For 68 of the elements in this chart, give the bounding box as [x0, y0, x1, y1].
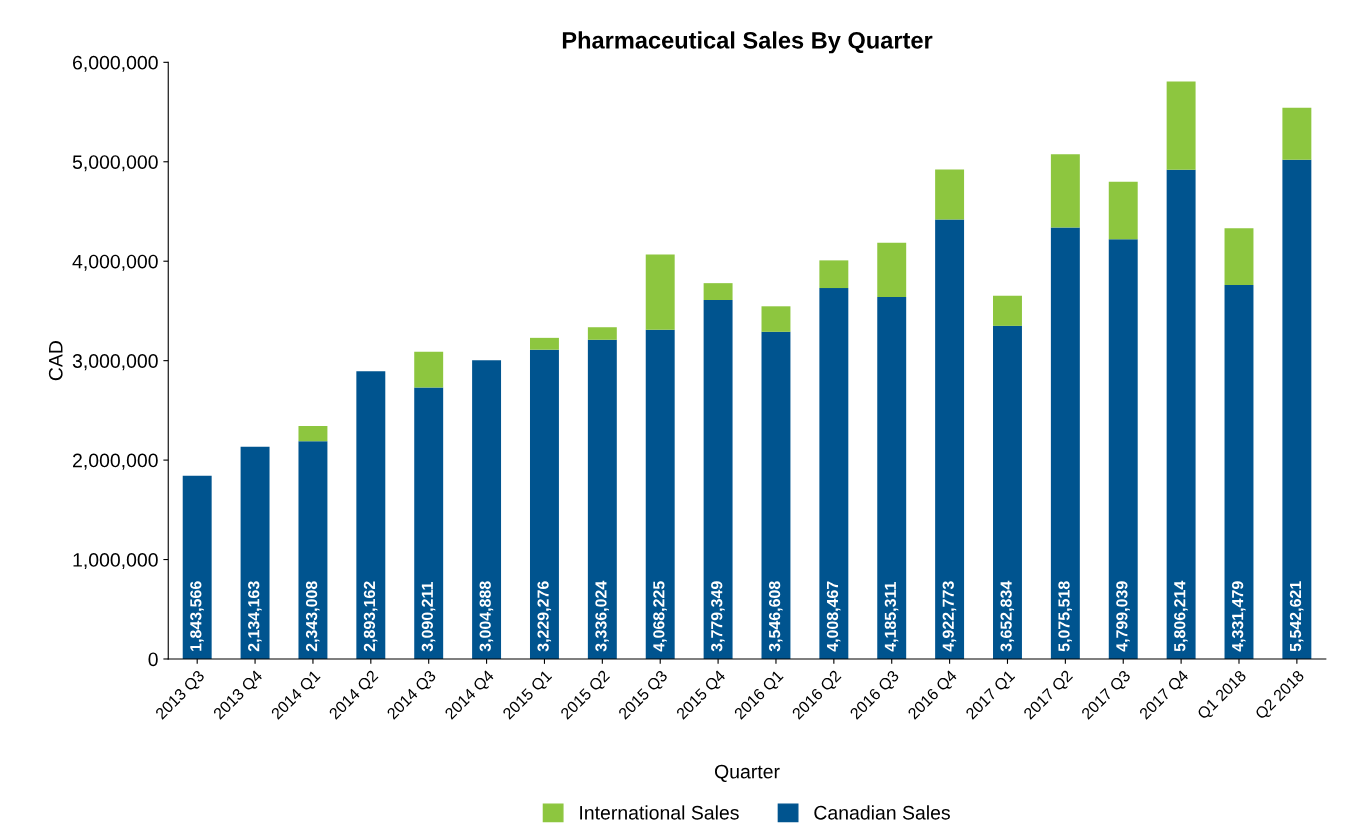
- bar: [645, 254, 675, 330]
- y-tick-label: 5,000,000: [72, 155, 158, 172]
- total-label: 4,331,479: [1231, 581, 1246, 652]
- bar: [414, 351, 444, 388]
- bar: [587, 327, 617, 340]
- bar: [240, 446, 270, 659]
- bar: [1224, 285, 1254, 659]
- total-label: 1,843,566: [190, 581, 204, 651]
- y-tick-label: 4,000,000: [72, 254, 158, 271]
- legend-label: Canadian Sales: [814, 805, 950, 820]
- total-label: 5,542,621: [1289, 581, 1304, 652]
- y-tick-label: 2,000,000: [73, 453, 158, 470]
- total-label: 4,008,467: [826, 581, 841, 652]
- total-label: 5,806,214: [1174, 580, 1188, 652]
- total-label: 3,336,024: [595, 580, 609, 652]
- bar: [529, 337, 559, 350]
- total-label: 3,229,276: [537, 581, 552, 652]
- bar: [1282, 159, 1312, 659]
- bar: [819, 288, 849, 659]
- bar: [819, 260, 849, 289]
- bar: [993, 295, 1022, 326]
- bar: [298, 441, 328, 659]
- total-label: 4,922,773: [942, 581, 957, 652]
- bar: [761, 331, 791, 659]
- bar: [1282, 107, 1312, 160]
- bar: [761, 306, 791, 332]
- total-label: 2,343,008: [305, 581, 320, 652]
- bar: [1108, 181, 1138, 240]
- bar: [703, 283, 733, 300]
- bar: [645, 329, 675, 659]
- bar: [1224, 228, 1254, 286]
- bar: [472, 360, 502, 659]
- bar: [1166, 169, 1196, 659]
- bar: [1050, 227, 1080, 659]
- total-label: 3,779,349: [711, 581, 725, 652]
- y-tick-label: 0: [148, 652, 158, 667]
- bar: [877, 297, 907, 659]
- bar: [182, 475, 212, 659]
- bar: [1108, 239, 1138, 659]
- total-label: 3,090,211: [421, 582, 436, 652]
- bar: [935, 219, 965, 659]
- total-label: 5,075,518: [1058, 581, 1072, 652]
- bar: [529, 349, 559, 659]
- bar: [587, 339, 617, 659]
- bar: [1166, 81, 1196, 170]
- bar: [877, 242, 907, 298]
- bar: [414, 387, 444, 659]
- bar: [993, 325, 1022, 659]
- y-tick-label: 3,000,000: [72, 354, 158, 371]
- y-tick-label: 1,000,000: [73, 553, 158, 570]
- bar: [1050, 154, 1080, 228]
- total-label: 3,004,888: [479, 581, 494, 652]
- y-tick-label: 6,000,000: [73, 55, 158, 72]
- total-label: 3,652,834: [1000, 580, 1015, 652]
- total-label: 2,893,162: [363, 581, 378, 652]
- bar: [356, 371, 386, 659]
- chart-title: Pharmaceutical Sales By Quarter: [562, 31, 933, 54]
- bar: [703, 299, 733, 659]
- total-label: 4,068,225: [653, 581, 667, 652]
- total-label: 3,546,608: [768, 581, 783, 652]
- total-label: 2,134,163: [248, 581, 262, 652]
- y-axis-title: CAD: [48, 341, 63, 381]
- x-axis-title: Quarter: [714, 764, 780, 782]
- total-label: 4,799,039: [1116, 581, 1130, 652]
- legend-label: International Sales: [580, 805, 739, 820]
- bar: [298, 425, 328, 442]
- total-label: 4,185,311: [884, 582, 899, 652]
- bar: [935, 169, 965, 220]
